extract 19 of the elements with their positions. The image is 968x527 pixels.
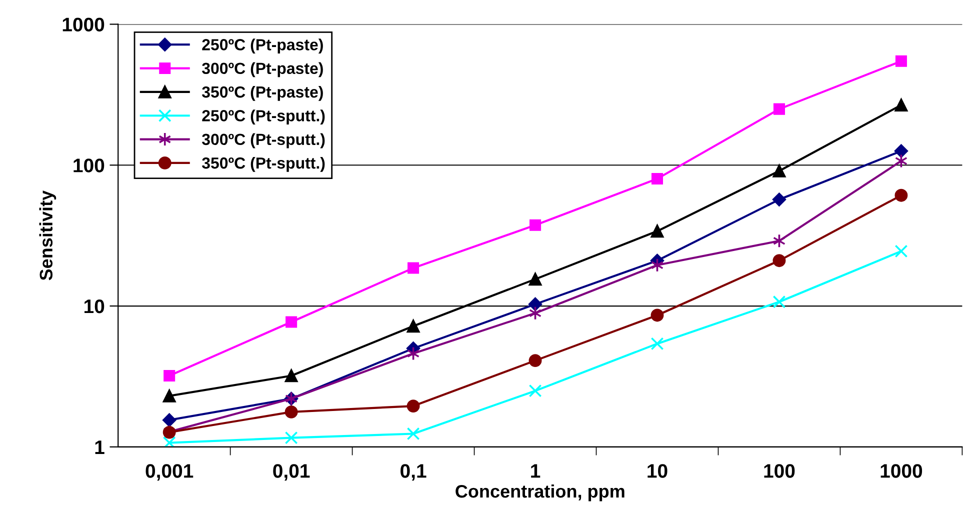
- x-axis-title: Concentration, ppm: [456, 484, 624, 502]
- x-tick-label: 0,01: [273, 464, 310, 481]
- x-tick-label: 0,001: [146, 464, 194, 481]
- x-tick-label: 1: [531, 464, 540, 478]
- x-tick-label: 1000: [880, 464, 922, 478]
- y-axis-title: Sensitivity: [39, 190, 56, 280]
- legend-label: 250ºC (Pt-paste): [202, 38, 323, 54]
- legend-label: 300ºC (Pt-paste): [202, 62, 323, 78]
- y-tick-label: 100: [74, 158, 104, 172]
- y-tick-label: 1: [95, 440, 104, 454]
- y-tick-label: 1000: [62, 18, 104, 32]
- y-tick-label: 10: [84, 299, 104, 314]
- x-tick-label: 0,1: [400, 464, 426, 481]
- x-tick-label: 10: [648, 464, 668, 478]
- legend-label: 300ºC (Pt-sputt.): [202, 133, 325, 148]
- x-tick-label: 100: [764, 464, 795, 478]
- legend-label: 350ºC (Pt-paste): [202, 86, 323, 101]
- legend-label: 350ºC (Pt-sputt.): [202, 156, 325, 172]
- legend-label: 250ºC (Pt-sputt.): [202, 110, 325, 125]
